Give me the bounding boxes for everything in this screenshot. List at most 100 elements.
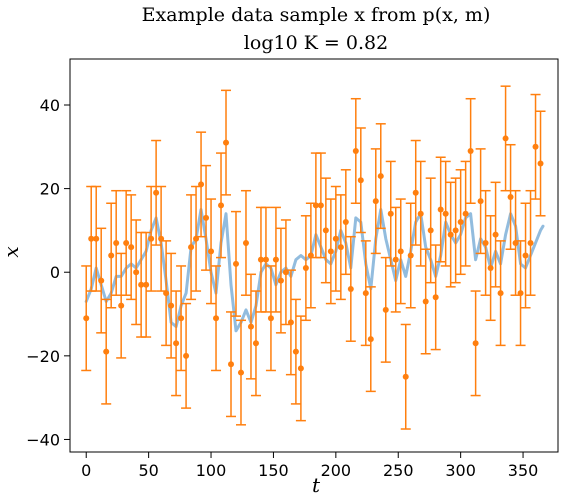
point-marker xyxy=(252,340,259,347)
data-point xyxy=(111,189,122,296)
point-marker xyxy=(422,298,429,305)
point-marker xyxy=(447,231,454,238)
point-marker xyxy=(332,235,339,242)
point-marker xyxy=(272,256,279,263)
point-marker xyxy=(507,193,514,200)
data-point xyxy=(305,202,316,309)
point-marker xyxy=(213,315,220,322)
data-point xyxy=(455,169,466,276)
point-marker xyxy=(93,235,100,242)
point-marker xyxy=(427,227,434,234)
data-point xyxy=(226,311,237,418)
data-point xyxy=(235,319,246,426)
data-point xyxy=(315,152,326,259)
point-marker xyxy=(392,256,399,263)
point-marker xyxy=(482,239,489,246)
data-point xyxy=(500,85,511,192)
y-tick-label: −40 xyxy=(26,430,60,449)
point-marker xyxy=(133,269,140,276)
data-point xyxy=(520,202,531,309)
data-point xyxy=(395,198,406,305)
point-marker xyxy=(103,348,110,355)
data-point xyxy=(211,265,222,372)
point-marker xyxy=(437,206,444,213)
data-point xyxy=(166,252,177,359)
point-marker xyxy=(113,239,120,246)
data-point xyxy=(230,210,241,317)
point-marker xyxy=(362,290,369,297)
data-point xyxy=(485,215,496,322)
point-marker xyxy=(442,210,449,217)
data-point xyxy=(116,252,127,359)
data-point xyxy=(201,164,212,271)
point-marker xyxy=(118,302,125,309)
data-point xyxy=(265,265,276,372)
y-axis: −40 −20 0 20 40 xyxy=(26,96,70,449)
data-point xyxy=(191,185,202,292)
point-marker xyxy=(412,189,419,196)
point-marker xyxy=(382,306,389,313)
data-point xyxy=(126,194,137,301)
data-point xyxy=(181,302,192,409)
point-marker xyxy=(367,336,374,343)
data-point xyxy=(415,160,426,267)
point-marker xyxy=(477,198,484,205)
data-point xyxy=(240,189,251,296)
x-axis-label: t xyxy=(312,473,321,497)
point-marker xyxy=(312,202,319,209)
data-point xyxy=(490,181,501,288)
point-marker xyxy=(178,315,185,322)
data-point xyxy=(390,206,401,313)
point-marker xyxy=(218,202,225,209)
data-point xyxy=(380,256,391,363)
point-marker xyxy=(287,319,294,326)
point-marker xyxy=(502,135,509,142)
data-point xyxy=(325,198,336,305)
data-point xyxy=(161,240,172,347)
point-marker xyxy=(188,244,195,251)
data-point xyxy=(270,206,281,313)
point-marker xyxy=(342,219,349,226)
data-point xyxy=(445,181,456,288)
data-point xyxy=(405,202,416,309)
data-point xyxy=(365,286,376,393)
point-marker xyxy=(203,214,210,221)
point-marker xyxy=(487,265,494,272)
point-marker xyxy=(497,290,504,297)
data-point xyxy=(96,227,107,334)
data-point xyxy=(410,139,421,246)
point-marker xyxy=(407,252,414,259)
point-marker xyxy=(467,147,474,154)
data-point xyxy=(435,156,446,263)
point-marker xyxy=(537,160,544,167)
point-marker xyxy=(267,315,274,322)
data-point xyxy=(81,265,92,372)
data-point xyxy=(425,177,436,284)
data-point xyxy=(121,189,132,296)
point-marker xyxy=(183,352,190,359)
point-marker xyxy=(123,239,130,246)
point-marker xyxy=(357,177,364,184)
data-point xyxy=(106,202,117,309)
data-point xyxy=(535,110,546,217)
point-marker xyxy=(327,248,334,255)
point-marker xyxy=(377,173,384,180)
point-marker xyxy=(352,147,359,154)
data-point xyxy=(355,127,366,234)
data-point xyxy=(221,89,232,196)
data-point xyxy=(515,240,526,347)
point-marker xyxy=(302,265,309,272)
data-point xyxy=(330,185,341,292)
point-marker xyxy=(237,369,244,376)
point-marker xyxy=(143,281,150,288)
x-tick-label: 100 xyxy=(196,461,227,480)
point-marker xyxy=(108,252,115,259)
data-point xyxy=(245,273,256,380)
point-marker xyxy=(337,244,344,251)
point-marker xyxy=(257,256,264,263)
data-point xyxy=(250,290,261,397)
data-point xyxy=(460,160,471,267)
point-marker xyxy=(247,323,254,330)
point-marker xyxy=(297,365,304,372)
